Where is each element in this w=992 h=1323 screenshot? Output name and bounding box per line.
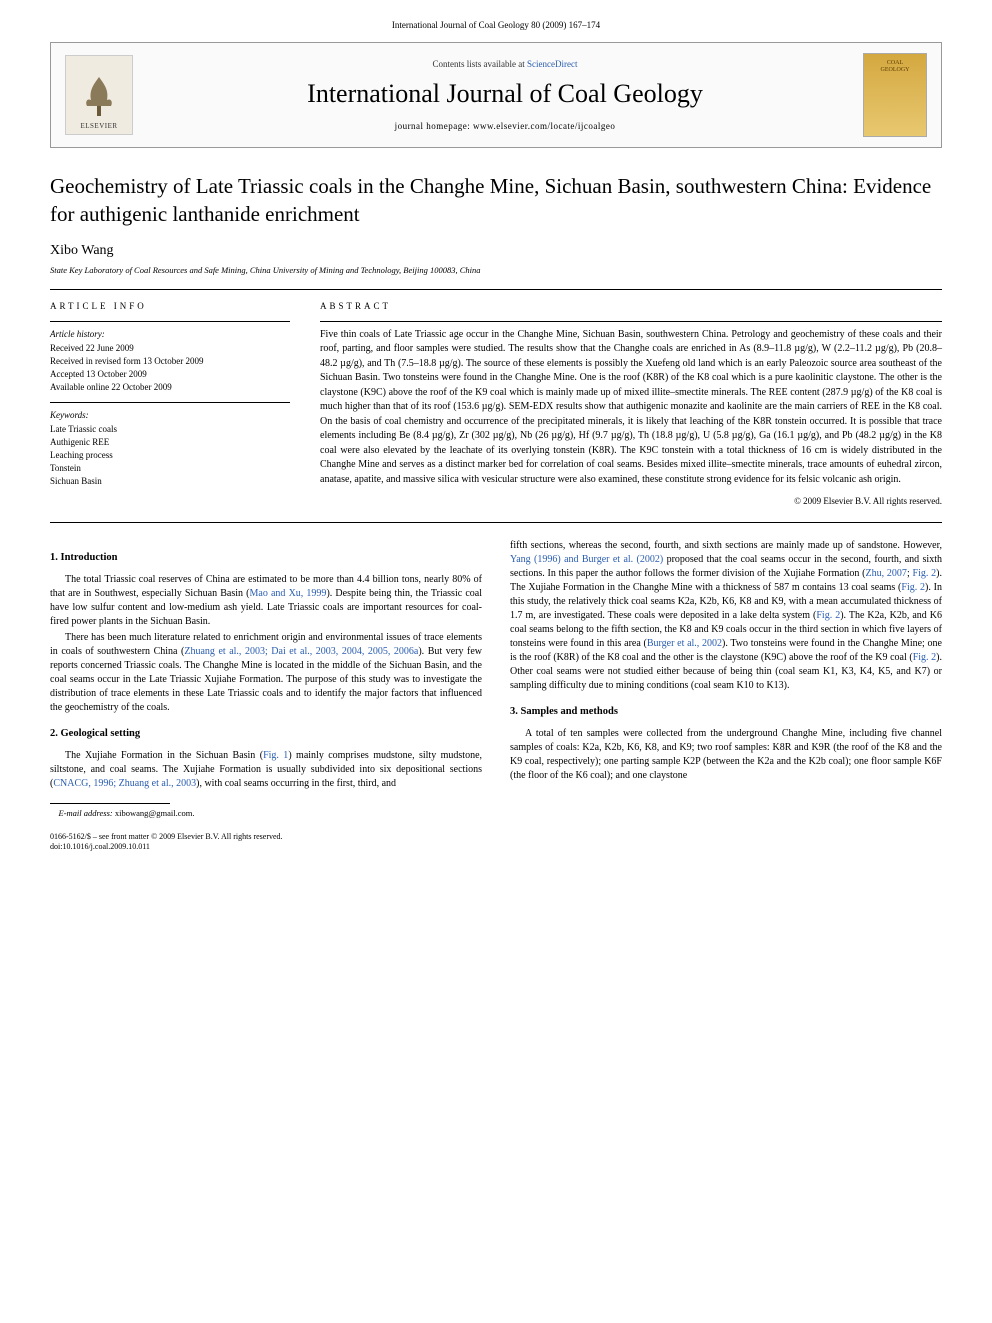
s1-p1: The total Triassic coal reserves of Chin… (50, 573, 482, 629)
s3-p1: A total of ten samples were collected fr… (510, 727, 942, 783)
journal-center-block: Contents lists available at ScienceDirec… (147, 59, 863, 131)
keywords-label: Keywords: (50, 409, 290, 422)
s1-p2: There has been much literature related t… (50, 631, 482, 715)
ref-burger[interactable]: Burger et al., 2002 (647, 638, 722, 649)
homepage-prefix: journal homepage: (395, 121, 473, 131)
s2-p1a: The Xujiahe Formation in the Sichuan Bas… (65, 750, 263, 761)
email-footnote: E-mail address: xibowang@gmail.com. (50, 808, 482, 820)
article-title: Geochemistry of Late Triassic coals in t… (50, 172, 942, 229)
sciencedirect-link[interactable]: ScienceDirect (527, 59, 577, 69)
journal-title: International Journal of Coal Geology (147, 79, 863, 109)
journal-masthead: ELSEVIER Contents lists available at Sci… (50, 42, 942, 148)
keyword-4: Sichuan Basin (50, 475, 290, 488)
elsevier-logo: ELSEVIER (65, 55, 133, 135)
history-online: Available online 22 October 2009 (50, 381, 290, 394)
journal-header-citation: International Journal of Coal Geology 80… (50, 20, 942, 30)
email-label: E-mail address: (59, 808, 115, 818)
article-info-column: ARTICLE INFO Article history: Received 2… (50, 300, 290, 509)
s2-p1-part1: The Xujiahe Formation in the Sichuan Bas… (50, 749, 482, 791)
ref-fig2c[interactable]: Fig. 2 (816, 610, 840, 621)
elsevier-tree-icon (79, 72, 119, 122)
abstract-text: Five thin coals of Late Triassic age occ… (320, 328, 942, 488)
elsevier-label: ELSEVIER (80, 122, 117, 130)
ref-fig2a[interactable]: Fig. 2 (913, 568, 937, 579)
author-affiliation: State Key Laboratory of Coal Resources a… (50, 265, 942, 275)
info-divider-2 (50, 402, 290, 403)
history-accepted: Accepted 13 October 2009 (50, 368, 290, 381)
journal-cover-thumbnail: COAL GEOLOGY (863, 53, 927, 137)
cover-text-1: COAL (887, 60, 903, 67)
journal-homepage-line: journal homepage: www.elsevier.com/locat… (147, 121, 863, 131)
ref-fig2b[interactable]: Fig. 2 (901, 582, 925, 593)
footnote-separator (50, 803, 170, 804)
abstract-column: ABSTRACT Five thin coals of Late Triassi… (320, 300, 942, 509)
author-name: Xibo Wang (50, 243, 942, 259)
ref-fig2d[interactable]: Fig. 2 (913, 652, 936, 663)
history-received: Received 22 June 2009 (50, 342, 290, 355)
email-address[interactable]: xibowang@gmail.com. (115, 808, 195, 818)
footer-doi: doi:10.1016/j.coal.2009.10.011 (50, 842, 482, 852)
ref-zhu[interactable]: Zhu, 2007 (866, 568, 907, 579)
keyword-0: Late Triassic coals (50, 423, 290, 436)
keyword-2: Leaching process (50, 449, 290, 462)
cover-text-2: GEOLOGY (881, 67, 910, 74)
s2-p1-part2: fifth sections, whereas the second, four… (510, 539, 942, 693)
abstract-heading: ABSTRACT (320, 300, 942, 313)
keyword-1: Authigenic REE (50, 436, 290, 449)
s2-p1c: ), with coal seams occurring in the firs… (196, 778, 396, 789)
info-abstract-row: ARTICLE INFO Article history: Received 2… (50, 300, 942, 509)
homepage-url: www.elsevier.com/locate/ijcoalgeo (473, 121, 615, 131)
article-body: 1. Introduction The total Triassic coal … (50, 539, 942, 852)
history-label: Article history: (50, 328, 290, 341)
footer-copyright: 0166-5162/$ – see front matter © 2009 El… (50, 832, 482, 842)
section-1-heading: 1. Introduction (50, 551, 482, 566)
section-2-heading: 2. Geological setting (50, 727, 482, 742)
divider-bottom (50, 522, 942, 523)
keyword-3: Tonstein (50, 462, 290, 475)
s2-p1d: fifth sections, whereas the second, four… (510, 540, 942, 551)
contents-prefix: Contents lists available at (433, 59, 527, 69)
ref-cnacg[interactable]: CNACG, 1996; Zhuang et al., 2003 (53, 778, 196, 789)
ref-zhuang-dai[interactable]: Zhuang et al., 2003; Dai et al., 2003, 2… (184, 646, 418, 657)
abstract-copyright: © 2009 Elsevier B.V. All rights reserved… (320, 495, 942, 508)
ref-mao-xu[interactable]: Mao and Xu, 1999 (250, 588, 327, 599)
divider-top (50, 289, 942, 290)
article-info-heading: ARTICLE INFO (50, 300, 290, 313)
ref-fig1[interactable]: Fig. 1 (263, 750, 288, 761)
info-divider-1 (50, 321, 290, 322)
ref-yang-burger[interactable]: Yang (1996) and Burger et al. (2002) (510, 554, 663, 565)
contents-available-line: Contents lists available at ScienceDirec… (147, 59, 863, 69)
abstract-divider (320, 321, 942, 322)
history-revised: Received in revised form 13 October 2009 (50, 355, 290, 368)
footer-block: 0166-5162/$ – see front matter © 2009 El… (50, 832, 482, 853)
section-3-heading: 3. Samples and methods (510, 705, 942, 720)
